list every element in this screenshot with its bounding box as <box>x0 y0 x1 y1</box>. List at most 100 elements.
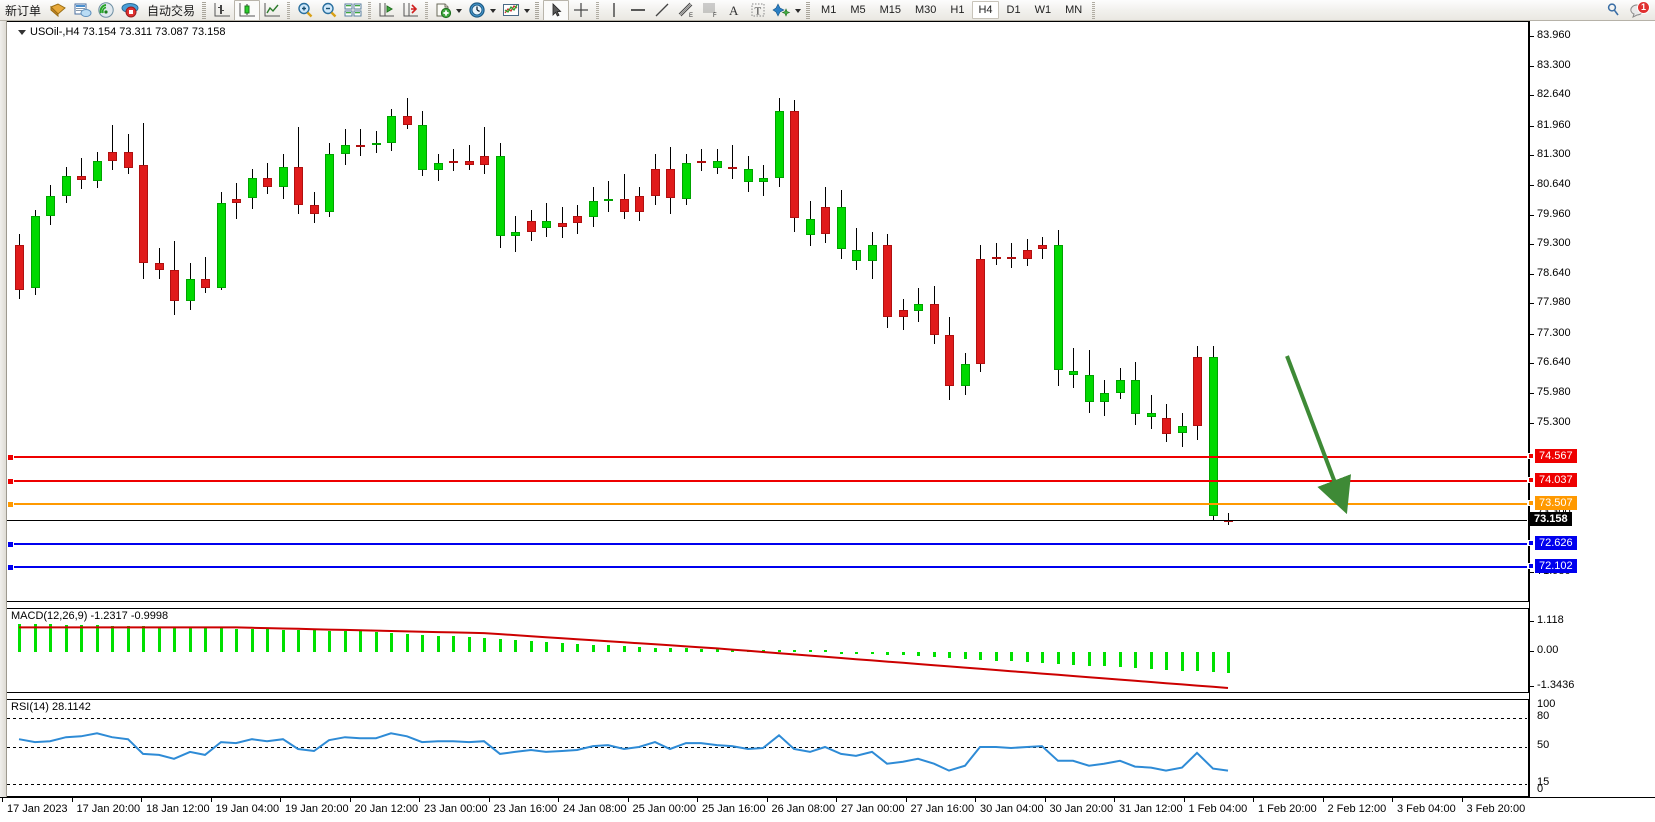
price-scale-tick <box>1530 334 1534 335</box>
main-toolbar: 新订单 自动交易 <box>0 0 1655 21</box>
toolbar-grip-1[interactable] <box>202 1 207 19</box>
timeframe-w1[interactable]: W1 <box>1034 4 1052 16</box>
price-scale-label: 81.300 <box>1537 148 1571 160</box>
price-level-badge-take-profit-1[interactable]: 72.626 <box>1528 536 1577 550</box>
macd-histogram-bar <box>1196 652 1199 672</box>
candle-wick <box>546 203 547 237</box>
candle-body <box>1193 357 1202 426</box>
periods-dropdown-arrow[interactable] <box>490 9 497 13</box>
price-chart-panel[interactable]: USOil-,H4 73.154 73.311 73.087 73.158 <box>7 21 1529 602</box>
templates-icon[interactable] <box>499 1 523 20</box>
templates-dropdown-arrow[interactable] <box>524 9 531 13</box>
price-level-badge-stop-loss-upper[interactable]: 74.567 <box>1528 449 1577 463</box>
candle-body <box>1085 375 1094 402</box>
chart-collapse-caret[interactable] <box>18 29 26 35</box>
objects-dropdown-arrow[interactable] <box>795 9 802 13</box>
timeframe-h4[interactable]: H4 <box>972 1 999 19</box>
candle-body <box>790 111 799 218</box>
trendline-icon[interactable] <box>650 1 674 20</box>
level-drag-handle[interactable] <box>1528 563 1534 569</box>
toolbar-grip-2[interactable] <box>535 1 540 19</box>
candle-body <box>573 216 582 223</box>
price-level-line-take-profit-2[interactable] <box>7 566 1527 568</box>
candle-wick <box>453 149 454 171</box>
indicators-icon[interactable] <box>431 1 455 20</box>
price-scale-tick <box>1530 215 1534 216</box>
macd-histogram-bar <box>762 650 765 652</box>
price-level-badge-entry-level[interactable]: 73.507 <box>1528 496 1577 510</box>
text-icon[interactable]: A <box>722 1 746 20</box>
fibonacci-icon[interactable]: F <box>698 1 722 20</box>
rsi-indicator-panel[interactable]: RSI(14) 28.1142 <box>7 699 1529 797</box>
candle-wick <box>407 98 408 129</box>
macd-histogram-bar <box>18 623 21 652</box>
crosshair-icon[interactable] <box>569 1 593 20</box>
vertical-line-icon[interactable] <box>602 1 626 20</box>
equidistant-channel-icon[interactable]: E <box>674 1 698 20</box>
time-axis[interactable]: 17 Jan 2023 17 Jan 20:00 18 Jan 12:00 19 Ja… <box>0 797 1655 822</box>
level-left-handle[interactable] <box>7 501 14 508</box>
terminal-icon[interactable] <box>70 1 94 20</box>
autotrading-icon[interactable] <box>118 1 142 20</box>
price-level-line-stop-loss[interactable] <box>7 480 1527 482</box>
signals-icon[interactable] <box>94 1 118 20</box>
scroll-end-icon[interactable] <box>374 1 398 20</box>
price-level-line-current-price[interactable] <box>7 520 1527 521</box>
timeframe-m15[interactable]: M15 <box>879 4 901 16</box>
price-scale-tick <box>1530 303 1534 304</box>
level-left-handle[interactable] <box>7 541 14 548</box>
price-scale[interactable]: 83.960 83.300 82.640 81.960 81.300 80.640 79.9… <box>1528 21 1655 797</box>
bar-chart-icon[interactable] <box>210 1 234 20</box>
macd-histogram-bar <box>824 650 827 652</box>
autotrading-button[interactable]: 自动交易 <box>142 1 200 20</box>
level-drag-handle[interactable] <box>1528 477 1534 483</box>
toolbar-grip-3[interactable] <box>806 1 811 19</box>
alerts-icon[interactable]: 1 <box>1626 0 1650 20</box>
new-order-button[interactable]: 新订单 <box>0 1 46 20</box>
zoom-in-icon[interactable] <box>293 1 317 20</box>
candlestick-icon[interactable] <box>234 0 261 21</box>
level-drag-handle[interactable] <box>1528 453 1534 459</box>
search-icon[interactable] <box>1602 1 1626 20</box>
price-scale-label: 77.980 <box>1537 296 1571 308</box>
timeframe-m5[interactable]: M5 <box>850 4 866 16</box>
price-level-line-entry-level[interactable] <box>7 503 1527 505</box>
objects-icon[interactable] <box>770 1 794 20</box>
candle-wick <box>624 174 625 219</box>
macd-histogram-bar <box>700 648 703 652</box>
periods-icon[interactable] <box>465 1 489 20</box>
macd-histogram-bar <box>669 647 672 652</box>
price-scale-label: 78.640 <box>1537 267 1571 279</box>
level-left-handle[interactable] <box>7 564 14 571</box>
text-label-icon[interactable]: T <box>746 1 770 20</box>
zoom-out-icon[interactable] <box>317 1 341 20</box>
level-drag-handle[interactable] <box>1528 500 1534 506</box>
macd-signal-line <box>19 626 1229 689</box>
time-axis-label: 25 Jan 00:00 <box>632 803 697 815</box>
folder-icon[interactable] <box>46 1 70 20</box>
level-left-handle[interactable] <box>7 478 14 485</box>
indicators-dropdown-arrow[interactable] <box>456 9 463 13</box>
horizontal-line-icon[interactable] <box>626 1 650 20</box>
shift-end-icon[interactable] <box>398 1 422 20</box>
timeframe-m30[interactable]: M30 <box>915 4 937 16</box>
line-chart-icon[interactable] <box>260 1 284 20</box>
tile-windows-icon[interactable] <box>341 1 365 20</box>
macd-indicator-panel[interactable]: MACD(12,26,9) -1.2317 -0.9998 <box>7 608 1529 693</box>
timeframe-mn[interactable]: MN <box>1065 4 1083 16</box>
macd-histogram-bar <box>840 652 843 654</box>
price-level-badge-stop-loss[interactable]: 74.037 <box>1528 473 1577 487</box>
macd-histogram-bar <box>390 632 393 652</box>
chart-title: USOil-,H4 73.154 73.311 73.087 73.158 <box>18 26 226 38</box>
price-level-line-stop-loss-upper[interactable] <box>7 456 1527 458</box>
timeframe-m1[interactable]: M1 <box>821 4 837 16</box>
macd-histogram-bar <box>514 640 517 652</box>
level-drag-handle[interactable] <box>1528 540 1534 546</box>
timeframe-h1[interactable]: H1 <box>950 4 965 16</box>
price-level-badge-current-price[interactable]: 73.158 <box>1530 512 1572 526</box>
price-level-badge-take-profit-2[interactable]: 72.102 <box>1528 559 1577 573</box>
cursor-icon[interactable] <box>543 0 570 21</box>
level-left-handle[interactable] <box>7 454 14 461</box>
price-level-line-take-profit-1[interactable] <box>7 543 1527 545</box>
timeframe-d1[interactable]: D1 <box>1006 4 1021 16</box>
